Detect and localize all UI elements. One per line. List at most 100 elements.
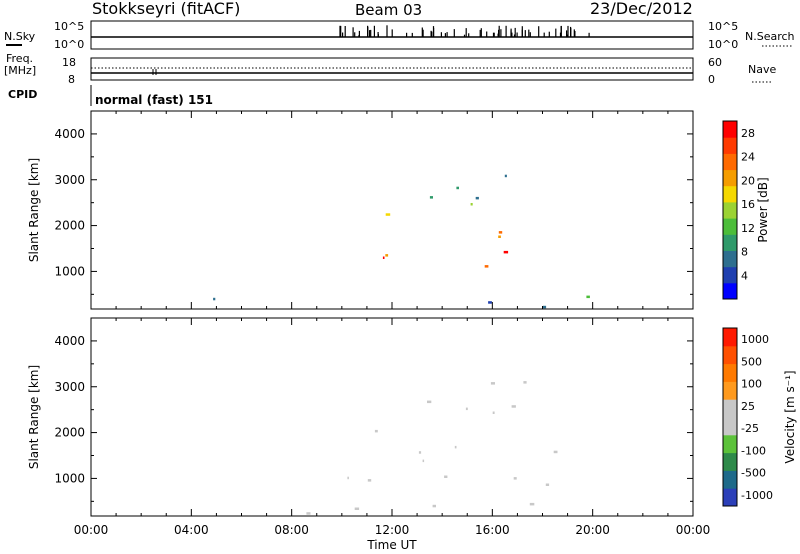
data-cell bbox=[432, 504, 436, 508]
data-cell bbox=[498, 231, 503, 234]
colorbar-tick-label: -500 bbox=[741, 467, 766, 480]
colorbar-segment bbox=[723, 434, 737, 454]
colorbar-segment bbox=[723, 328, 737, 347]
colorbar-segment bbox=[723, 169, 737, 187]
nsky-tick-top: 10^5 bbox=[54, 20, 84, 33]
x-tick-label: 16:00 bbox=[475, 523, 510, 537]
data-cell bbox=[347, 476, 349, 480]
colorbar-segment bbox=[723, 470, 737, 489]
freq-tick-top: 18 bbox=[62, 56, 76, 69]
data-cell bbox=[503, 250, 509, 254]
nave-label: Nave bbox=[748, 63, 776, 76]
y-tick-label: 3000 bbox=[54, 380, 85, 394]
nsky-label: N.Sky bbox=[4, 30, 36, 43]
colorbar-segment bbox=[723, 250, 737, 268]
colorbar-tick-label: 1000 bbox=[741, 333, 769, 346]
data-cell bbox=[382, 256, 385, 259]
colorbar-tick-label: 500 bbox=[741, 355, 762, 368]
colorbar-segment bbox=[723, 363, 737, 382]
freq-panel: Freq. [MHz] 18 8 60 0 Nave bbox=[4, 52, 776, 86]
colorbar-segment bbox=[723, 266, 737, 284]
data-cell bbox=[385, 213, 391, 216]
data-cell bbox=[429, 196, 433, 199]
data-cell bbox=[354, 507, 360, 510]
y-tick-label: 2000 bbox=[54, 219, 85, 233]
colorbar-tick-label: 8 bbox=[741, 246, 748, 259]
colorbar-tick-label: 16 bbox=[741, 198, 755, 211]
data-cell bbox=[513, 477, 517, 480]
colorbar-tick-label: 4 bbox=[741, 269, 748, 282]
colorbar-segment bbox=[723, 137, 737, 154]
data-cell bbox=[492, 411, 495, 414]
colorbar-segment bbox=[723, 381, 737, 400]
y-axis-label: Slant Range [km] bbox=[27, 365, 41, 469]
colorbar-tick-label: 20 bbox=[741, 174, 755, 187]
colorbar-label: Velocity [m s⁻¹] bbox=[783, 370, 797, 463]
colorbar-tick-label: 24 bbox=[741, 151, 755, 164]
data-cell bbox=[465, 407, 468, 411]
data-cell bbox=[543, 305, 547, 309]
colorbar-tick-label: 28 bbox=[741, 127, 755, 140]
data-cell bbox=[213, 297, 216, 301]
y-tick-label: 4000 bbox=[54, 127, 85, 141]
data-cell bbox=[444, 475, 448, 478]
nave-tick-top: 60 bbox=[708, 56, 722, 69]
colorbar-tick-label: 25 bbox=[741, 400, 755, 413]
colorbar-segment bbox=[723, 234, 737, 251]
x-tick-label: 20:00 bbox=[575, 523, 610, 537]
data-cell bbox=[456, 186, 459, 190]
data-cell bbox=[504, 174, 507, 178]
y-axis-label: Slant Range [km] bbox=[27, 158, 41, 262]
colorbar-segment bbox=[723, 399, 737, 418]
x-axis-label: Time UT bbox=[366, 538, 417, 552]
colorbar-segment bbox=[723, 282, 737, 300]
freq-tick-bottom: 8 bbox=[68, 73, 75, 86]
colorbar-tick-label: -25 bbox=[741, 422, 759, 435]
nsky-tick-bottom: 10^0 bbox=[54, 38, 84, 51]
y-tick-label: 3000 bbox=[54, 173, 85, 187]
freq-unit: [MHz] bbox=[4, 64, 36, 77]
x-tick-label: 12:00 bbox=[375, 523, 410, 537]
data-cell bbox=[523, 381, 527, 384]
data-cell bbox=[490, 382, 495, 385]
data-cell bbox=[422, 459, 425, 463]
beam-title: Beam 03 bbox=[355, 1, 422, 19]
colorbar-tick-label: -100 bbox=[741, 444, 766, 457]
data-cell bbox=[475, 196, 479, 200]
data-cell bbox=[488, 301, 492, 304]
colorbar-segment bbox=[723, 417, 737, 436]
y-tick-label: 1000 bbox=[54, 264, 85, 278]
colorbar-frame bbox=[722, 327, 738, 507]
cpid-value: normal (fast) 151 bbox=[95, 93, 213, 107]
x-tick-label: 04:00 bbox=[174, 523, 209, 537]
site-title: Stokkseyri (fitACF) bbox=[92, 0, 240, 18]
data-cell bbox=[511, 405, 516, 408]
x-tick-label: 00:00 bbox=[676, 523, 711, 537]
colorbar-tick-label: -1000 bbox=[741, 489, 773, 502]
colorbar-segment bbox=[723, 153, 737, 171]
colorbar-segment bbox=[723, 345, 737, 365]
data-cell bbox=[545, 483, 550, 486]
y-tick-label: 2000 bbox=[54, 426, 85, 440]
x-tick-label: 00:00 bbox=[74, 523, 109, 537]
data-cell bbox=[427, 400, 432, 404]
date-title: 23/Dec/2012 bbox=[590, 0, 693, 18]
colorbar-tick-label: 12 bbox=[741, 222, 755, 235]
nsky-panel: N.Sky 10^5 10^0 10^5 10^0 N.Search bbox=[4, 20, 795, 51]
data-cell bbox=[586, 295, 590, 299]
colorbar-segment bbox=[723, 488, 737, 507]
y-tick-label: 4000 bbox=[54, 334, 85, 348]
data-cell bbox=[367, 479, 372, 482]
data-cell bbox=[374, 429, 378, 433]
panel-frame bbox=[90, 110, 694, 310]
power-panel: 1000 2000 3000 4000 Slant Range [km] 4 8 12 16 20… bbox=[27, 110, 770, 310]
colorbar-segment bbox=[723, 201, 737, 219]
colorbar-label: Power [dB] bbox=[756, 177, 770, 242]
colorbar-segment bbox=[723, 185, 737, 203]
data-cell bbox=[529, 502, 535, 506]
data-cell bbox=[498, 235, 501, 238]
data-cell bbox=[454, 445, 457, 449]
nave-tick-bottom: 0 bbox=[708, 73, 715, 86]
data-cell bbox=[385, 254, 389, 257]
